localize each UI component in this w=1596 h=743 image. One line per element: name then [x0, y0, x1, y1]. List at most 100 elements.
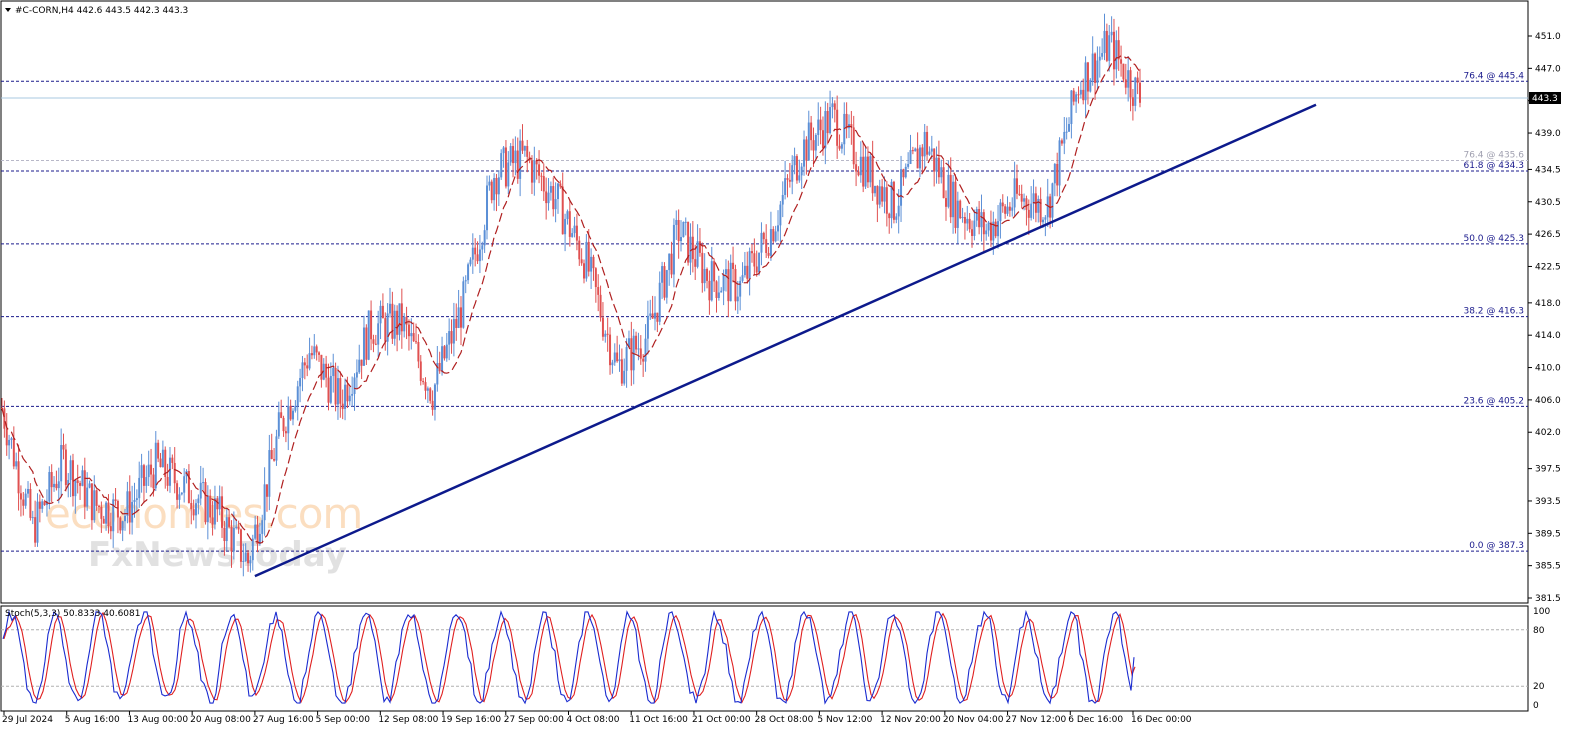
- candle-body: [869, 156, 872, 183]
- candle-body: [597, 287, 600, 295]
- candle-body: [1058, 140, 1061, 186]
- candle-body: [855, 164, 858, 172]
- candle-body: [921, 147, 924, 157]
- candle-body: [263, 484, 266, 521]
- candle-body: [459, 307, 462, 328]
- candle-body: [1120, 59, 1123, 64]
- candle-body: [1134, 77, 1137, 106]
- candle-body: [985, 230, 988, 235]
- candle-body: [38, 501, 41, 509]
- candle-body: [779, 204, 782, 226]
- candle-body: [540, 175, 543, 177]
- candle-body: [760, 232, 763, 253]
- candle-body: [966, 218, 969, 224]
- candle-body: [176, 483, 179, 500]
- candle-body: [630, 338, 633, 371]
- candle-body: [488, 181, 491, 186]
- candle-body: [1122, 63, 1125, 80]
- candle-body: [767, 252, 770, 256]
- candle-body: [994, 221, 997, 237]
- candle-body: [277, 412, 280, 437]
- candle-body: [223, 527, 226, 542]
- candle-body: [275, 436, 278, 461]
- candle-body: [320, 354, 323, 380]
- current-price-label: 443.3: [1532, 94, 1558, 104]
- candle-body: [197, 498, 200, 504]
- candle-body: [1001, 202, 1004, 207]
- candle-body: [691, 236, 694, 260]
- candle-body: [239, 529, 242, 562]
- time-axis: 29 Jul 2024 5 Aug 16:00 13 Aug 00:00 20 Aug…: [2, 711, 1192, 725]
- candle-body: [128, 491, 131, 523]
- candle-body: [625, 347, 628, 371]
- candle-body: [471, 247, 474, 260]
- candle-body: [256, 524, 259, 545]
- candle-body: [599, 294, 602, 318]
- candle-body: [15, 461, 18, 467]
- triangle-down-icon[interactable]: [5, 8, 11, 12]
- candle-body: [365, 327, 368, 360]
- candle-body: [881, 186, 884, 202]
- candle-body: [1068, 124, 1071, 132]
- candle-body: [180, 492, 183, 495]
- candle-body: [445, 344, 448, 359]
- candle-body: [573, 225, 576, 234]
- time-tick-label: 28 Oct 08:00: [755, 715, 814, 725]
- time-tick-label: 27 Sep 00:00: [504, 715, 564, 725]
- candle-body: [474, 247, 477, 255]
- price-axis: 451.0447.0443.0439.0434.5430.5426.5422.5…: [1528, 32, 1561, 604]
- candle-body: [386, 313, 389, 342]
- price-tick-label: 430.5: [1535, 198, 1561, 208]
- candle-body: [545, 191, 548, 204]
- candle-body: [623, 370, 626, 384]
- candle-body: [729, 262, 732, 302]
- candle-body: [911, 150, 914, 152]
- candle-body: [923, 131, 926, 157]
- price-tick-label: 414.0: [1535, 331, 1561, 341]
- candle-body: [571, 233, 574, 237]
- candle-body: [940, 167, 943, 178]
- candle-body: [1094, 53, 1097, 83]
- candle-body: [762, 232, 765, 240]
- candle-body: [228, 517, 231, 527]
- candle-body: [353, 377, 356, 394]
- candle-body: [116, 500, 119, 518]
- candle-body: [585, 241, 588, 279]
- candle-body: [166, 476, 169, 486]
- price-tick-label: 381.5: [1535, 594, 1561, 604]
- candle-body: [1063, 131, 1066, 144]
- candle-body: [722, 274, 725, 291]
- candle-body: [982, 212, 985, 235]
- candle-body: [199, 482, 202, 499]
- candle-body: [124, 515, 127, 522]
- candle-body: [131, 501, 134, 523]
- candle-body: [412, 333, 415, 342]
- candle-body: [821, 130, 824, 149]
- candle-body: [706, 268, 709, 281]
- candle-body: [157, 442, 160, 459]
- candle-body: [142, 465, 145, 486]
- candle-body: [34, 517, 37, 543]
- candle-body: [971, 229, 974, 236]
- candle-body: [284, 431, 287, 434]
- candle-body: [795, 156, 798, 181]
- trendline[interactable]: [254, 103, 1317, 578]
- price-tick-label: 393.5: [1535, 497, 1561, 507]
- candle-body: [1101, 53, 1104, 57]
- candle-body: [1082, 89, 1085, 101]
- price-tick-label: 402.0: [1535, 428, 1561, 438]
- candle-body: [568, 211, 571, 237]
- candle-body: [961, 217, 964, 219]
- candle-body: [161, 449, 164, 468]
- candle-body: [29, 489, 32, 518]
- candle-body: [758, 252, 761, 273]
- candle-body: [627, 338, 630, 348]
- candle-body: [583, 263, 586, 279]
- time-tick-label: 27 Nov 12:00: [1006, 715, 1067, 725]
- candle-body: [675, 219, 678, 225]
- candle-body: [344, 384, 347, 409]
- candle-body: [871, 156, 874, 194]
- candle-body: [195, 503, 198, 516]
- price-tick-label: 389.5: [1535, 529, 1561, 539]
